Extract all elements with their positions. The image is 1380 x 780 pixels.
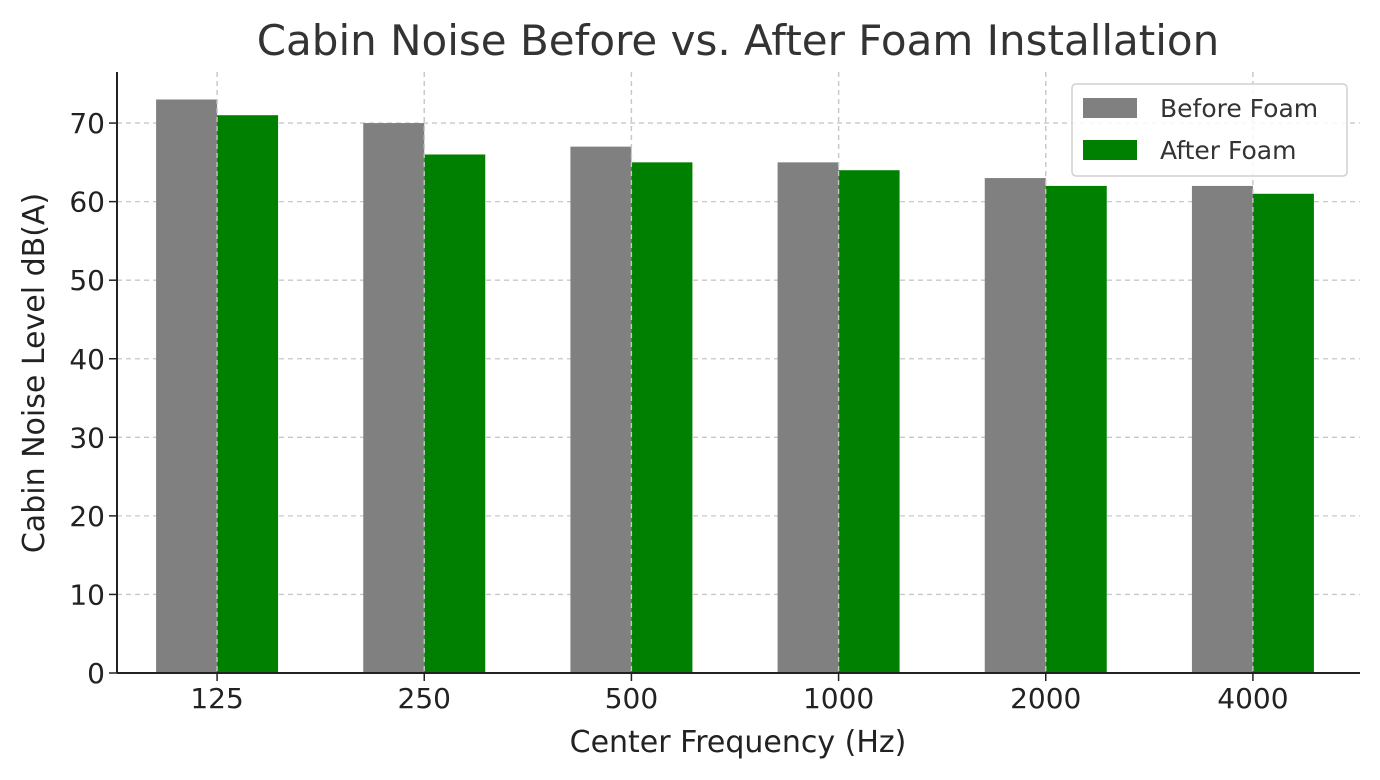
bar-after-foam-2000 <box>1045 185 1107 673</box>
x-tick-label: 125 <box>190 682 243 715</box>
x-axis-label: Center Frequency (Hz) <box>570 725 907 760</box>
bar-after-foam-250 <box>424 154 486 674</box>
bars <box>156 72 1314 674</box>
bar-before-foam-2000 <box>984 178 1046 673</box>
bar-before-foam-1000 <box>777 162 839 673</box>
legend-label-before-foam: Before Foam <box>1160 94 1318 123</box>
y-axis-label: Cabin Noise Level dB(A) <box>17 193 52 553</box>
bar-after-foam-500 <box>631 162 693 673</box>
y-tick-label: 10 <box>69 578 105 611</box>
y-tick-label: 30 <box>69 421 105 454</box>
bar-before-foam-4000 <box>1191 185 1253 673</box>
bar-after-foam-4000 <box>1252 193 1314 673</box>
y-tick-label: 50 <box>69 264 105 297</box>
bar-before-foam-125 <box>156 99 218 674</box>
legend-swatch-before-foam <box>1083 98 1137 118</box>
y-tick-label: 20 <box>69 500 105 533</box>
x-tick-label: 1000 <box>803 682 874 715</box>
y-ticks: 0 10 20 30 40 50 60 70 <box>69 107 117 690</box>
axes <box>116 72 1360 674</box>
bar-before-foam-500 <box>570 146 632 674</box>
bar-before-foam-250 <box>363 123 425 673</box>
y-tick-label: 40 <box>69 343 105 376</box>
x-tick-label: 250 <box>398 682 451 715</box>
bar-after-foam-125 <box>217 115 279 673</box>
legend-swatch-after-foam <box>1083 140 1137 160</box>
y-tick-label: 0 <box>87 657 105 690</box>
legend-label-after-foam: After Foam <box>1160 136 1296 165</box>
legend: Before Foam After Foam <box>1071 83 1348 177</box>
x-tick-label: 4000 <box>1217 682 1288 715</box>
legend-frame <box>1071 83 1348 177</box>
chart-title: Cabin Noise Before vs. After Foam Instal… <box>257 16 1220 65</box>
y-tick-label: 60 <box>69 186 105 219</box>
x-tick-label: 2000 <box>1010 682 1081 715</box>
x-ticks: 125 250 500 1000 2000 4000 <box>190 673 1289 715</box>
y-tick-label: 70 <box>69 107 105 140</box>
x-tick-label: 500 <box>605 682 658 715</box>
bar-after-foam-1000 <box>838 170 900 673</box>
